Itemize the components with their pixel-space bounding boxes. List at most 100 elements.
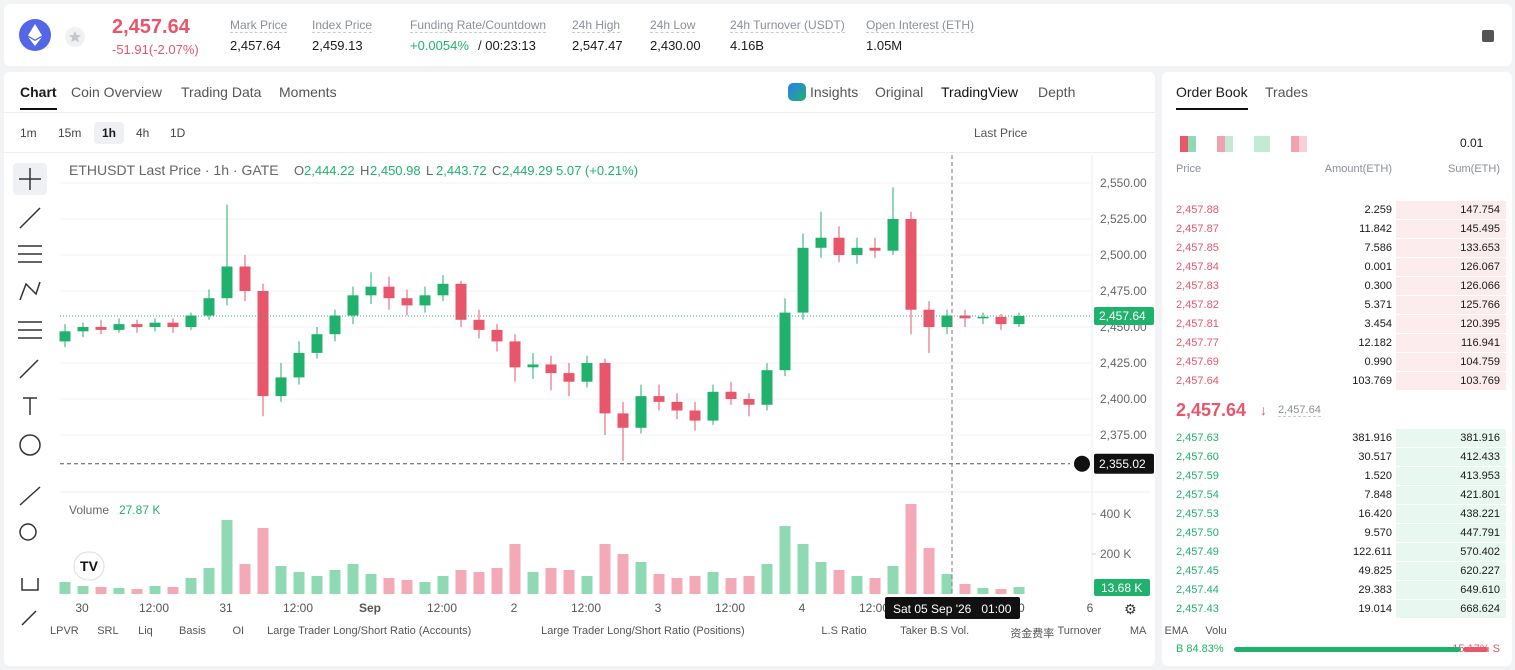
volume-bar — [743, 576, 755, 594]
indicator[interactable]: Basis — [179, 625, 206, 637]
stat-label: 24h Turnover (USDT) — [730, 18, 845, 33]
y-tick-label: 2,475.00 — [1100, 284, 1147, 298]
volume-bar — [95, 587, 107, 594]
tv-logo: TV — [80, 558, 99, 574]
candle-body — [383, 286, 395, 299]
candle-body — [527, 364, 539, 368]
interval[interactable]: 1D — [170, 126, 186, 140]
candle-body — [185, 315, 197, 327]
ob-price: 2,457.50 — [1176, 527, 1219, 539]
legend-key: O — [294, 163, 304, 178]
chart-tab[interactable]: Coin Overview — [71, 84, 163, 100]
volume-bar — [707, 572, 719, 594]
ob-price: 2,457.83 — [1176, 280, 1219, 292]
ob-sum: 620.227 — [1460, 565, 1500, 577]
ob-amount: 29.383 — [1358, 584, 1392, 596]
view-tab[interactable]: TradingView — [941, 84, 1019, 100]
ob-depth — [1396, 353, 1506, 371]
volume-bar — [293, 572, 305, 594]
ob-tick[interactable]: 0.01 — [1460, 136, 1484, 150]
chart-tab[interactable]: Chart — [20, 84, 57, 110]
ob-depth — [1396, 581, 1506, 599]
volume-bar — [401, 580, 413, 594]
ob-view[interactable] — [1254, 136, 1270, 152]
ob-view[interactable] — [1291, 136, 1307, 152]
view-tab[interactable]: Original — [875, 84, 924, 100]
ob-price: 2,457.64 — [1176, 375, 1219, 387]
ob-view[interactable] — [1180, 136, 1196, 152]
y-tick-label: 2,400.00 — [1100, 392, 1147, 406]
ob-amount: 5.371 — [1364, 299, 1392, 311]
order-book-panel: Order Book Trades 0.01 Price Amount(ETH) Sum(… — [1162, 72, 1512, 666]
ob-depth — [1396, 296, 1506, 314]
indicator[interactable]: Large Trader Long/Short Ratio (Positions… — [541, 625, 745, 637]
ob-sum: 570.402 — [1460, 546, 1500, 558]
indicator[interactable]: SRL — [97, 625, 119, 637]
header: 2,457.64 -51.91(-2.07%) Mark Price 2,457.… — [4, 4, 1512, 66]
ob-sum: 668.624 — [1460, 603, 1500, 615]
ob-sum: 120.395 — [1460, 318, 1500, 330]
stat-value: 1.05M — [866, 38, 903, 53]
indicator[interactable]: 资金费率 — [1010, 628, 1055, 640]
volume-bar — [833, 570, 845, 594]
ob-price: 2,457.49 — [1176, 546, 1219, 558]
ob-price: 2,457.88 — [1176, 204, 1219, 216]
y-tick-label: 2,375.00 — [1100, 428, 1147, 442]
indicator[interactable]: Liq — [138, 625, 153, 637]
ob-depth — [1396, 258, 1506, 276]
ob-price: 2,457.87 — [1176, 223, 1219, 235]
settings-icon[interactable]: ⚙ — [1124, 601, 1137, 617]
x-tick-label: 12:00 — [283, 601, 313, 615]
book-icon[interactable] — [1480, 28, 1496, 44]
ob-tab[interactable]: Trades — [1265, 84, 1309, 100]
ob-sum: 412.433 — [1460, 451, 1500, 463]
interval[interactable]: 1m — [20, 126, 37, 140]
indicator[interactable]: LPVR — [50, 625, 79, 637]
indicator[interactable]: Large Trader Long/Short Ratio (Accounts) — [267, 625, 472, 637]
interval[interactable]: 1h — [94, 122, 125, 144]
indicator[interactable]: OI — [232, 625, 245, 637]
volume-bar — [239, 564, 251, 594]
indicator[interactable]: EMA — [1164, 625, 1189, 637]
favorite[interactable] — [64, 26, 86, 48]
volume-bar — [887, 566, 899, 594]
x-tick-label: 4 — [799, 601, 806, 615]
candle-body — [977, 316, 989, 319]
indicator[interactable]: L.S Ratio — [821, 625, 867, 637]
ob-sum: 421.801 — [1460, 489, 1500, 501]
candle-body — [95, 327, 107, 330]
crosshair-plus — [1074, 455, 1090, 472]
indicator[interactable]: Taker B.S Vol. — [900, 625, 970, 637]
ob-tab[interactable]: Order Book — [1176, 84, 1248, 110]
chart-tab[interactable]: Moments — [279, 84, 337, 100]
y-tick-label: 2,550.00 — [1100, 176, 1147, 190]
x-tick-label: 12:00 — [571, 601, 601, 615]
ob-view[interactable] — [1217, 136, 1233, 152]
view-tab[interactable]: Depth — [1038, 84, 1076, 100]
ob-price: 2,457.43 — [1176, 603, 1219, 615]
ob-column: Price — [1176, 163, 1202, 175]
indicator[interactable]: Turnover — [1057, 625, 1102, 637]
indicator[interactable]: Volu — [1205, 625, 1227, 637]
volume-bar — [131, 589, 143, 594]
tools — [13, 163, 47, 626]
ob-price: 2,457.63 — [1176, 432, 1219, 444]
y-tick-label: 2,425.00 — [1100, 356, 1147, 370]
stat-value: 4.16B — [730, 38, 764, 53]
price-type[interactable]: Last Price — [974, 126, 1028, 140]
chart-tab[interactable]: Trading Data — [181, 84, 262, 100]
last-price-label: 2,457.64 — [1099, 309, 1146, 323]
interval[interactable]: 4h — [136, 126, 150, 140]
interval[interactable]: 15m — [58, 126, 82, 140]
ob-amount: 7.848 — [1364, 489, 1392, 501]
legend-value: 2,450.98 — [370, 163, 421, 178]
chart: ⚙ TV 2,375.002,400.002,425.002,450.002,4… — [13, 155, 1154, 626]
ob-column: Sum(ETH) — [1448, 163, 1500, 175]
ob-mid-mark: 2,457.64 — [1278, 404, 1321, 417]
volume-bar — [689, 576, 701, 594]
candle-body — [761, 370, 773, 405]
candle-body — [995, 316, 1007, 325]
indicator[interactable]: MA — [1129, 625, 1147, 637]
view-tab[interactable]: Insights — [810, 84, 859, 100]
ob-sum: 126.067 — [1460, 261, 1500, 273]
